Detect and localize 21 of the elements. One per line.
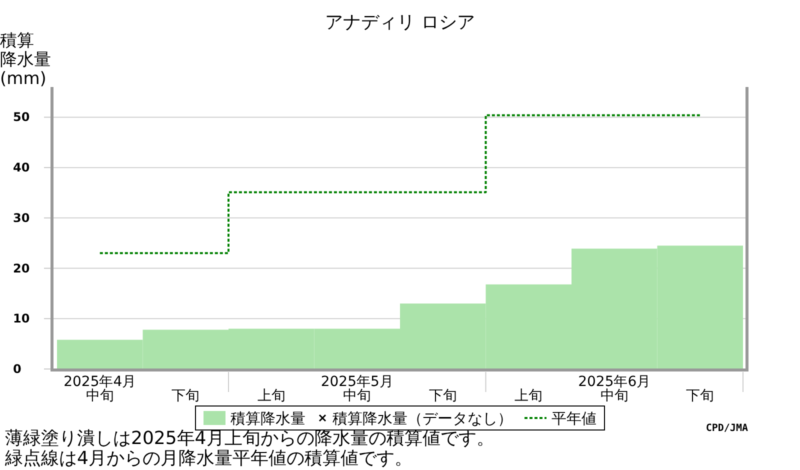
chart-title: アナディリ ロシア	[325, 12, 475, 33]
y-tick-label: 0	[13, 362, 22, 376]
y-axis-title: 積算降水量(mm)	[0, 31, 51, 89]
y-tick-label: 30	[13, 210, 30, 225]
text: CPD/JMA	[706, 423, 748, 434]
y-tick-label: 50	[13, 110, 30, 124]
legend-label: 平年値	[552, 409, 596, 428]
x-tick-label: 2025年6月中旬	[578, 374, 651, 404]
x-tick-label: 2025年4月中旬	[64, 374, 136, 404]
x-tick-label: 上旬	[257, 388, 286, 404]
x-tick-label: 下旬	[686, 388, 714, 404]
x-tick-label: 2025年5月中旬	[320, 374, 394, 404]
legend-label: 積算降水量（データなし）	[332, 409, 512, 428]
x-tick-label: 上旬	[514, 388, 543, 404]
x-tick-label: 下旬	[428, 388, 457, 404]
x-tick-label: 下旬	[172, 388, 200, 404]
y-tick-label: 10	[13, 312, 30, 326]
y-tick-label: 20	[13, 261, 30, 276]
y-tick-label: 40	[13, 160, 30, 175]
text: 緑点線は4月からの月降水量平年値の積算値です。	[4, 448, 412, 469]
legend-label: 積算降水量	[230, 409, 306, 428]
